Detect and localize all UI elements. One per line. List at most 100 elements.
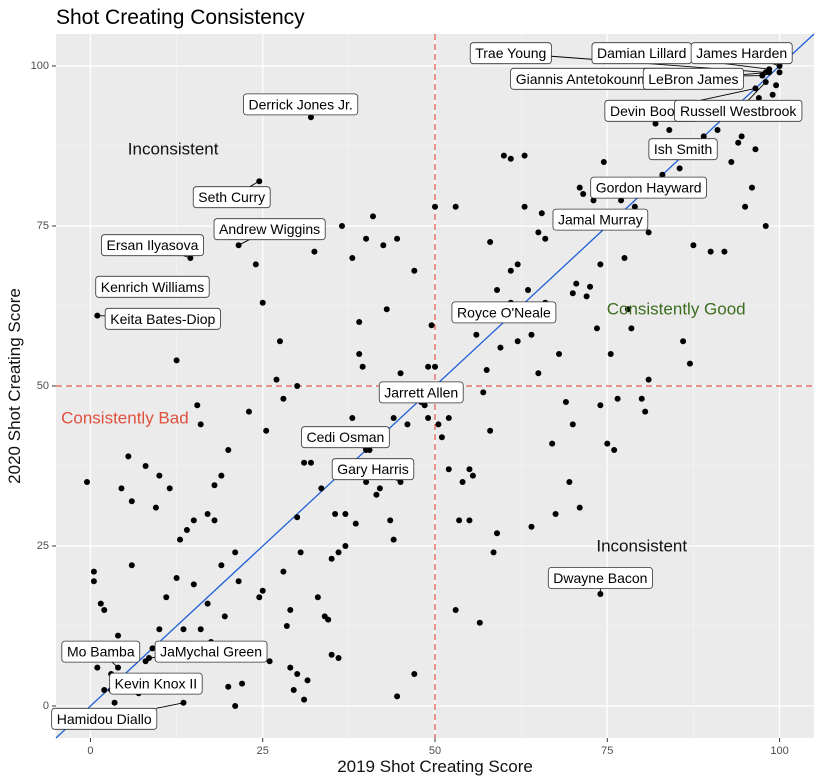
data-point — [494, 530, 501, 537]
data-point — [525, 287, 532, 293]
point-label: Gary Harris — [331, 458, 415, 481]
data-point — [666, 127, 673, 133]
data-point — [773, 82, 780, 89]
data-point — [218, 562, 225, 569]
data-point — [290, 687, 297, 693]
data-point — [263, 427, 270, 434]
label-text: Mo Bamba — [67, 644, 135, 660]
data-point — [459, 479, 466, 485]
y-tick-label: 0 — [43, 700, 49, 712]
data-point — [624, 306, 631, 313]
labeled-point — [759, 72, 766, 79]
data-point — [156, 472, 163, 479]
chart-title: Shot Creating Consistency — [56, 6, 305, 29]
data-point — [562, 399, 569, 405]
data-point — [425, 415, 432, 421]
labeled-point — [235, 242, 242, 249]
point-label: JaMychal Green — [154, 640, 268, 663]
data-point — [356, 319, 363, 325]
x-tick-label: 50 — [429, 745, 441, 757]
point-label: Ish Smith — [648, 138, 718, 161]
labeled-point — [762, 79, 769, 85]
data-point — [507, 267, 514, 274]
label-box — [109, 672, 203, 695]
data-point — [232, 703, 239, 709]
data-point — [514, 338, 521, 345]
point-label: Giannis Antetokounmpo — [510, 67, 670, 90]
data-point — [597, 402, 604, 409]
label-text: Gary Harris — [337, 461, 409, 477]
data-point — [769, 91, 776, 98]
label-text: Ish Smith — [654, 141, 712, 157]
region-label: Consistently Good — [607, 300, 746, 319]
data-point — [328, 555, 335, 562]
label-box — [378, 381, 464, 404]
data-point — [583, 293, 590, 300]
data-point — [349, 255, 356, 261]
data-point — [332, 511, 339, 517]
label-box — [61, 640, 141, 663]
data-point — [204, 511, 211, 517]
data-point — [604, 440, 611, 447]
label-text: LeBron James — [648, 71, 738, 87]
data-point — [611, 447, 618, 453]
data-point — [593, 325, 600, 332]
data-point — [380, 242, 387, 249]
point-label: Cedi Osman — [301, 426, 390, 449]
data-point — [314, 594, 321, 601]
data-point — [404, 421, 411, 428]
label-text: Jamal Murray — [558, 212, 643, 228]
label-box — [301, 426, 390, 449]
label-text: Kenrich Williams — [101, 279, 204, 295]
data-point — [428, 322, 435, 329]
data-point — [294, 383, 301, 389]
data-point — [266, 658, 273, 665]
label-box — [104, 307, 221, 330]
data-point — [390, 415, 397, 421]
x-tick-label: 0 — [87, 745, 93, 757]
label-connector — [156, 702, 184, 709]
data-point — [173, 575, 180, 581]
data-point — [738, 133, 745, 140]
data-point — [252, 261, 259, 268]
data-point — [500, 152, 507, 159]
data-point — [690, 242, 697, 249]
data-point — [490, 549, 497, 556]
label-text: Hamidou Diallo — [57, 711, 152, 727]
label-box — [642, 67, 744, 90]
region-labels: Inconsistent Consistently Good Consistentl… — [61, 140, 746, 556]
data-point — [521, 203, 528, 210]
labeled-point — [146, 655, 153, 661]
data-point — [497, 344, 504, 351]
data-point — [225, 683, 232, 690]
data-point — [642, 408, 649, 415]
data-point — [218, 472, 225, 479]
data-point — [325, 616, 332, 623]
data-point — [239, 680, 246, 687]
data-point — [190, 581, 197, 588]
labeled-point — [752, 85, 759, 92]
data-point — [735, 139, 742, 146]
data-point — [597, 261, 604, 268]
data-point — [528, 331, 535, 338]
data-point — [287, 664, 294, 671]
label-box — [674, 99, 803, 122]
region-label: Inconsistent — [596, 537, 687, 556]
data-point — [752, 146, 759, 153]
point-label: Damian Lillard — [591, 42, 692, 65]
data-point — [631, 203, 638, 210]
labeled-point — [597, 591, 604, 597]
data-point — [686, 360, 693, 367]
data-point — [652, 120, 659, 127]
label-box — [590, 176, 707, 199]
data-point — [714, 127, 721, 133]
data-point — [221, 613, 228, 620]
data-point — [342, 543, 349, 549]
data-point — [111, 699, 118, 706]
data-point — [335, 549, 342, 556]
data-point — [514, 261, 521, 268]
label-text: Jarrett Allen — [384, 384, 458, 400]
data-point — [363, 235, 370, 242]
data-point — [297, 549, 304, 556]
